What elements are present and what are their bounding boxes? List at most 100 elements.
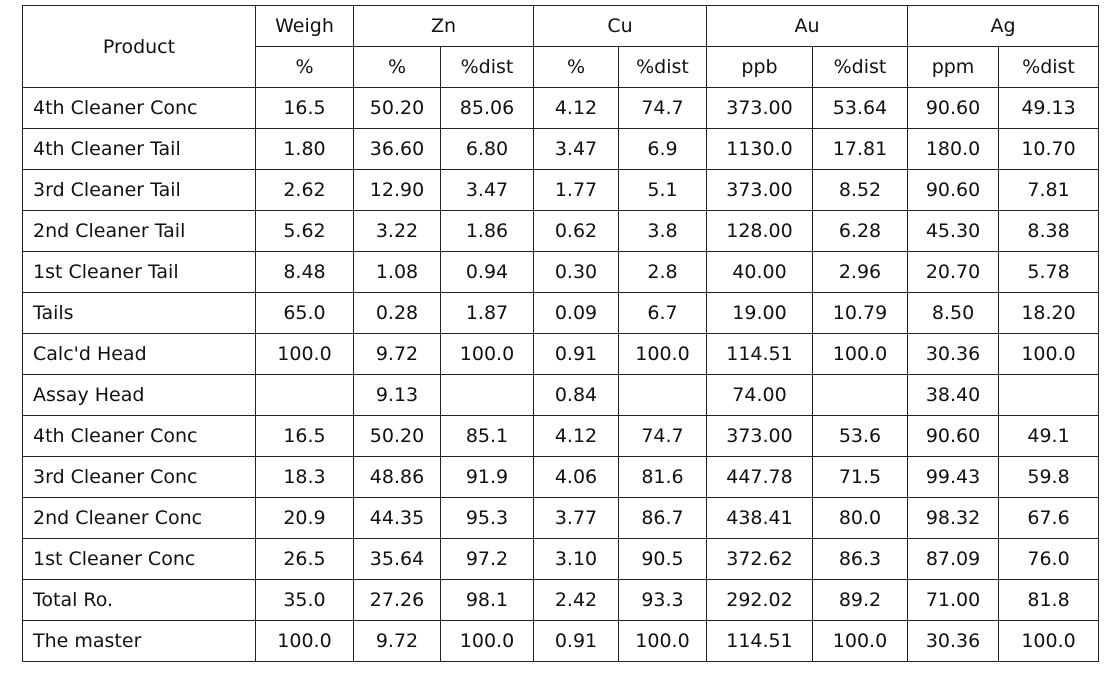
value-cell: 373.00	[706, 415, 813, 457]
empty-cell	[618, 374, 707, 416]
value-cell: 180.0	[907, 128, 1000, 170]
value-cell: 98.1	[440, 579, 534, 621]
group-header: Cu	[533, 5, 707, 47]
value-cell: 100.0	[440, 620, 534, 662]
table-row: Assay Head 9.13 0.84 74.00 38.40	[22, 374, 1100, 416]
value-cell: 74.7	[618, 415, 707, 457]
table-header: Product Weigh Zn Cu Au Ag%% %dist% %dist ppb %dis…	[22, 5, 1100, 88]
unit-header: %	[255, 46, 354, 88]
product-cell: 1st Cleaner Tail	[22, 251, 256, 293]
value-cell: 1.86	[440, 210, 534, 252]
table-row: 3rd Cleaner Tail 2.62 12.90 3.47 1.77 5.1 373.…	[22, 169, 1100, 211]
value-cell: 85.06	[440, 87, 534, 129]
value-cell: 8.38	[998, 210, 1100, 252]
value-cell: 100.0	[998, 333, 1100, 375]
unit-header: %	[533, 46, 619, 88]
value-cell: 90.60	[907, 415, 1000, 457]
value-cell: 1.87	[440, 292, 534, 334]
value-cell: 18.3	[255, 456, 354, 498]
value-cell: 48.86	[353, 456, 441, 498]
group-header: Ag	[907, 5, 1100, 47]
value-cell: 100.0	[255, 620, 354, 662]
value-cell: 0.84	[533, 374, 619, 416]
data-table: Product Weigh Zn Cu Au Ag%% %dist% %dist ppb %dis…	[22, 5, 1100, 662]
table-row: 4th Cleaner Conc 16.5 50.20 85.1 4.12 74.7 373…	[22, 415, 1100, 457]
value-cell: 90.5	[618, 538, 707, 580]
value-cell: 100.0	[440, 333, 534, 375]
value-cell: 50.20	[353, 415, 441, 457]
value-cell: 4.06	[533, 456, 619, 498]
unit-header: %	[353, 46, 441, 88]
value-cell: 6.7	[618, 292, 707, 334]
value-cell: 19.00	[706, 292, 813, 334]
value-cell: 7.81	[998, 169, 1100, 211]
value-cell: 93.3	[618, 579, 707, 621]
header-row: Product Weigh Zn Cu Au Ag	[22, 5, 1100, 88]
value-cell: 20.70	[907, 251, 1000, 293]
value-cell: 100.0	[618, 620, 707, 662]
unit-header: %dist	[811, 46, 909, 88]
product-cell: 4th Cleaner Conc	[22, 415, 256, 457]
value-cell: 67.6	[998, 497, 1100, 539]
product-cell: 4th Cleaner Tail	[22, 128, 256, 170]
table-row: 2nd Cleaner Tail 5.62 3.22 1.86 0.62 3.8 128.0…	[22, 210, 1100, 252]
product-cell: Total Ro.	[22, 579, 256, 621]
value-cell: 50.20	[353, 87, 441, 129]
value-cell: 74.00	[706, 374, 813, 416]
value-cell: 30.36	[907, 620, 1000, 662]
value-cell: 8.48	[255, 251, 354, 293]
value-cell: 95.3	[440, 497, 534, 539]
value-cell: 91.9	[440, 456, 534, 498]
value-cell: 6.28	[811, 210, 909, 252]
value-cell: 35.64	[353, 538, 441, 580]
value-cell: 6.9	[618, 128, 707, 170]
value-cell: 12.90	[353, 169, 441, 211]
value-cell: 447.78	[706, 456, 813, 498]
value-cell: 5.78	[998, 251, 1100, 293]
value-cell: 35.0	[255, 579, 354, 621]
value-cell: 49.13	[998, 87, 1100, 129]
value-cell: 53.64	[811, 87, 909, 129]
table-body: 4th Cleaner Conc 16.5 50.20 85.06 4.12 74.7 37…	[22, 87, 1100, 662]
table-row: Tails 65.0 0.28 1.87 0.09 6.7 19.00 10.79 8.50 18…	[22, 292, 1100, 334]
value-cell: 0.91	[533, 620, 619, 662]
product-header: Product	[22, 5, 256, 88]
value-cell: 1.80	[255, 128, 354, 170]
value-cell: 1.77	[533, 169, 619, 211]
empty-cell	[255, 374, 354, 416]
value-cell: 80.0	[811, 497, 909, 539]
value-cell: 1130.0	[706, 128, 813, 170]
value-cell: 44.35	[353, 497, 441, 539]
value-cell: 26.5	[255, 538, 354, 580]
value-cell: 2.42	[533, 579, 619, 621]
value-cell: 89.2	[811, 579, 909, 621]
value-cell: 3.10	[533, 538, 619, 580]
value-cell: 71.00	[907, 579, 1000, 621]
value-cell: 10.79	[811, 292, 909, 334]
value-cell: 27.26	[353, 579, 441, 621]
value-cell: 4.12	[533, 415, 619, 457]
value-cell: 85.1	[440, 415, 534, 457]
value-cell: 373.00	[706, 169, 813, 211]
value-cell: 30.36	[907, 333, 1000, 375]
value-cell: 53.6	[811, 415, 909, 457]
value-cell: 4.12	[533, 87, 619, 129]
value-cell: 65.0	[255, 292, 354, 334]
value-cell: 74.7	[618, 87, 707, 129]
value-cell: 18.20	[998, 292, 1100, 334]
value-cell: 5.1	[618, 169, 707, 211]
value-cell: 0.28	[353, 292, 441, 334]
value-cell: 16.5	[255, 87, 354, 129]
value-cell: 86.3	[811, 538, 909, 580]
value-cell: 59.8	[998, 456, 1100, 498]
value-cell: 100.0	[811, 333, 909, 375]
table-row: 1st Cleaner Tail 8.48 1.08 0.94 0.30 2.8 40.00…	[22, 251, 1100, 293]
group-header: Au	[705, 5, 909, 47]
value-cell: 372.62	[706, 538, 813, 580]
value-cell: 90.60	[907, 169, 1000, 211]
value-cell: 10.70	[998, 128, 1100, 170]
value-cell: 9.72	[353, 333, 441, 375]
unit-header: %dist	[440, 46, 534, 88]
value-cell: 3.8	[618, 210, 707, 252]
